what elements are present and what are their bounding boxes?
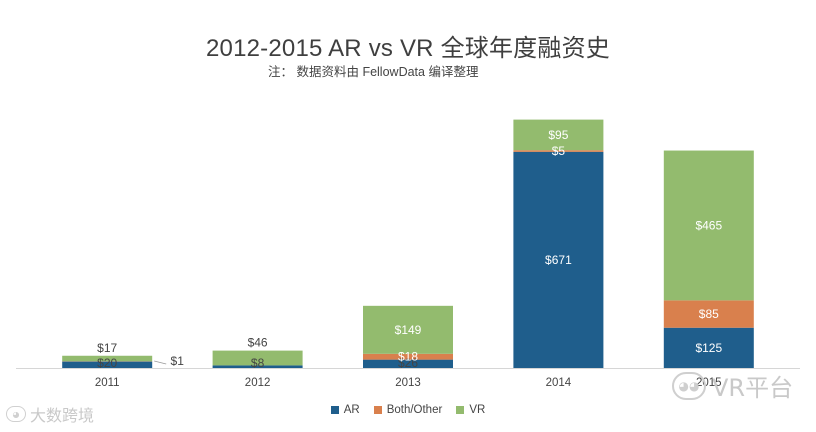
bar-both-other-2013 (363, 353, 453, 360)
data-label-vr-2014: $95 (548, 128, 568, 142)
bar-both-other-2014 (513, 150, 604, 152)
wechat-logo-icon: ◕◕ (672, 371, 706, 400)
legend-item-ar: AR (330, 404, 360, 416)
data-label-ar-2011: $20 (97, 356, 117, 370)
bar-vr-2011 (62, 355, 153, 362)
bar-vr-2014 (513, 119, 604, 151)
bar-ar-2011 (62, 361, 153, 368)
data-label-ar-2012: $8 (251, 356, 265, 370)
bar-ar-2013 (363, 359, 453, 368)
data-label-ar-2015: $125 (695, 341, 722, 355)
data-label-both-other-2015: $85 (699, 307, 719, 321)
x-tick-label-2014: 2014 (546, 377, 572, 389)
x-tick-label-2012: 2012 (245, 377, 271, 389)
x-tick-label-2011: 2011 (95, 377, 120, 389)
legend-item-both-other: Both/Other (373, 404, 443, 416)
legend-swatch-both-other (373, 406, 382, 414)
data-label-vr-2012: $46 (248, 336, 268, 350)
leader-line-2011 (154, 360, 167, 365)
watermark-right-text: VR平台 (712, 374, 794, 402)
watermark-right: ◕◕ VR平台 (672, 368, 793, 403)
bar-ar-2015 (663, 327, 754, 368)
data-label-ar-2013: $26 (398, 356, 418, 370)
bar-ar-2014 (513, 151, 604, 368)
chart-legend: AR Both/Other VR (0, 404, 816, 416)
data-label-both-other-2013: $18 (398, 350, 418, 364)
legend-swatch-ar (330, 406, 339, 414)
bar-ar-2012 (212, 365, 303, 368)
legend-label-ar: AR (343, 404, 360, 416)
data-label-ar-2014: $671 (545, 253, 572, 267)
bar-vr-2015 (663, 150, 754, 301)
chart-title: 2012-2015 AR vs VR 全球年度融资史 (205, 35, 610, 62)
data-label-both-other-2014: $5 (552, 144, 566, 158)
watermark-logo-icon: ◕ (6, 406, 26, 422)
bar-both-other-2015 (663, 300, 754, 328)
data-label-vr-2015: $465 (695, 218, 722, 232)
legend-swatch-vr (456, 406, 465, 414)
watermark-left-text: 大数跨境 (30, 406, 95, 425)
data-label-both-other-2011: $1 (171, 354, 185, 368)
legend-item-vr: VR (456, 404, 485, 416)
legend-label-both-other: Both/Other (386, 404, 443, 416)
bar-vr-2012 (212, 350, 303, 366)
x-tick-label-2013: 2013 (395, 377, 421, 389)
watermark-left: ◕ 大数跨境 (6, 402, 94, 426)
data-label-vr-2013: $149 (395, 323, 422, 337)
bar-vr-2013 (363, 305, 453, 354)
data-label-vr-2011: $17 (97, 341, 117, 355)
legend-label-vr: VR (469, 404, 486, 416)
chart-subtitle: 注： 数据资料由 FellowData 编译整理 (268, 65, 479, 79)
